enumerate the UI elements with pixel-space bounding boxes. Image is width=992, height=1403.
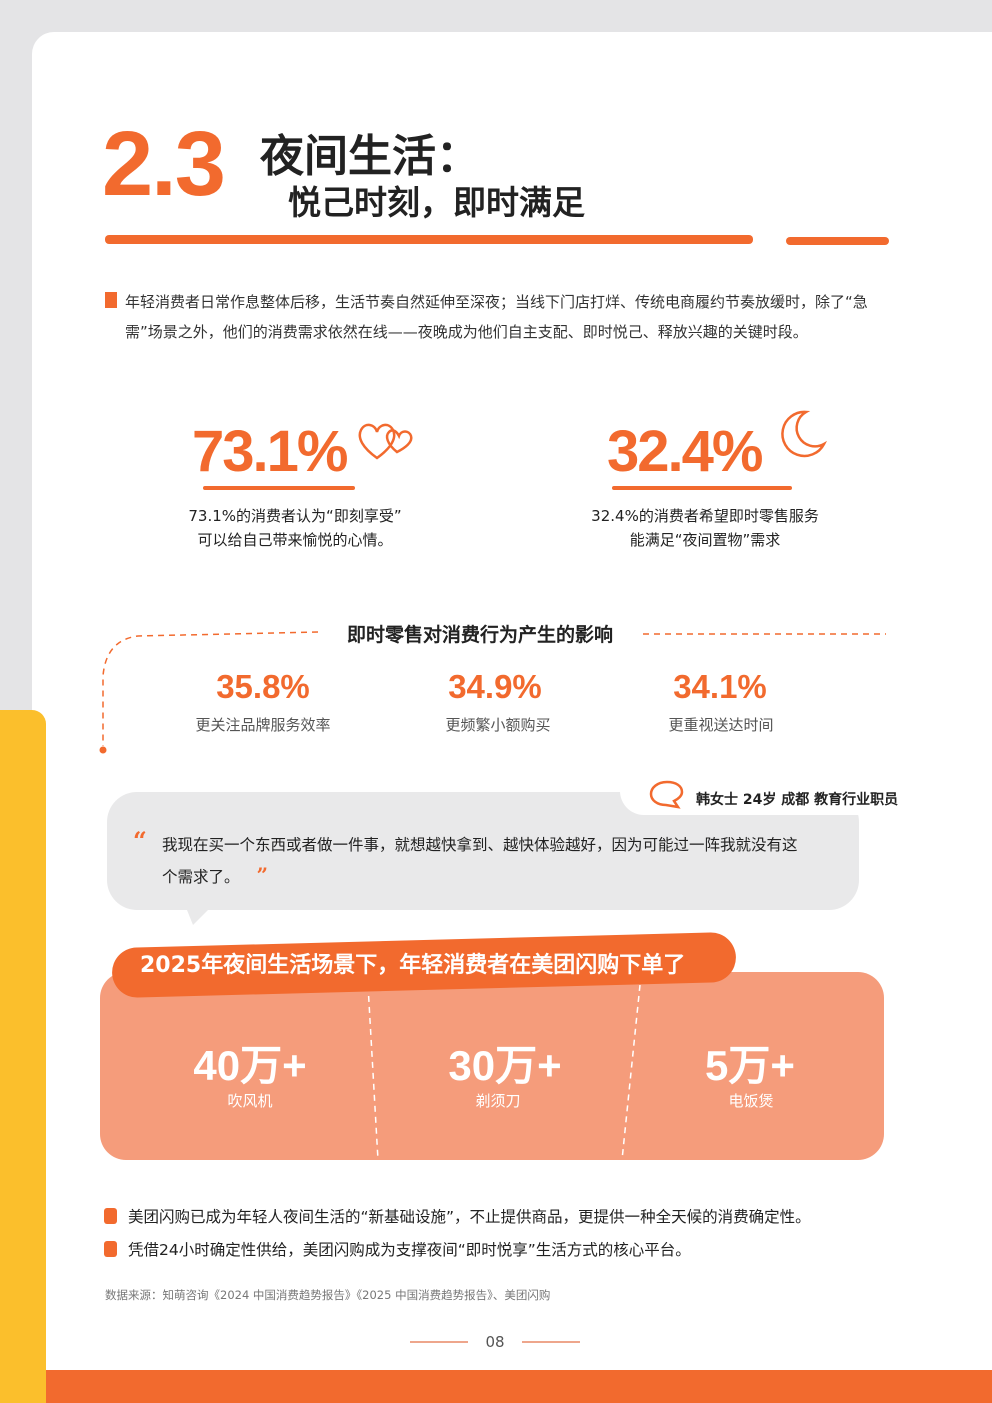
dashed-dividers xyxy=(367,985,641,1160)
bullet-marker xyxy=(104,1208,117,1224)
stat-underline xyxy=(612,486,792,490)
page-subtitle: 悦己时刻，即时满足 xyxy=(288,183,585,222)
orders-title: 2025年夜间生活场景下，年轻消费者在美团闪购下单了 xyxy=(140,953,686,978)
footer-bar xyxy=(46,1370,992,1403)
quote-body: 我现在买一个东西或者做一件事，就想越快拿到、越快体验越好，因为可能过一阵我就没有… xyxy=(162,836,798,886)
order-value: 30万+ xyxy=(448,1042,562,1089)
quote-text: 我现在买一个东西或者做一件事，就想越快拿到、越快体验越好，因为可能过一阵我就没有… xyxy=(162,830,802,892)
bullet-text: 美团闪购已成为年轻人夜间生活的“新基础设施”，不止提供商品，更提供一种全天候的消… xyxy=(128,1208,811,1226)
caption-line: 能满足“夜间置物”需求 xyxy=(629,531,781,549)
intro-marker xyxy=(105,292,117,308)
impact-value: 34.1% xyxy=(673,668,767,705)
page-title: 夜间生活： xyxy=(260,131,480,182)
page-number-rule xyxy=(410,1341,468,1343)
caption-line: 32.4%的消费者希望即时零售服务 xyxy=(591,507,819,525)
close-quote-icon: ” xyxy=(256,863,268,887)
moon-icon xyxy=(781,410,828,458)
page-number: 08 xyxy=(485,1333,505,1351)
impact-value: 34.9% xyxy=(448,668,542,705)
decorative-yellow-strip xyxy=(0,710,46,1403)
stat-value: 32.4% xyxy=(607,419,763,484)
stat-value: 73.1% xyxy=(192,419,348,484)
quote-speaker: 韩女士 24岁 成都 教育行业职员 xyxy=(696,792,899,808)
order-value: 40万+ xyxy=(193,1042,307,1089)
order-label: 吹风机 xyxy=(227,1092,273,1110)
impact-label: 更频繁小额购买 xyxy=(445,716,551,734)
hearts-icon xyxy=(358,423,413,460)
bubble-tail xyxy=(185,905,213,925)
speech-icon xyxy=(649,780,684,809)
impact-value: 35.8% xyxy=(216,668,310,705)
order-label: 电饭煲 xyxy=(728,1092,774,1110)
order-label: 剃须刀 xyxy=(475,1092,521,1110)
caption-line: 可以给自己带来愉悦的心情。 xyxy=(197,531,393,549)
page-number-rule xyxy=(522,1341,580,1343)
section-number: 2.3 xyxy=(102,113,226,215)
title-rule-short xyxy=(786,237,889,245)
title-rule xyxy=(105,235,753,244)
impact-label: 更重视送达时间 xyxy=(668,716,774,734)
impact-title: 即时零售对消费行为产生的影响 xyxy=(346,624,613,646)
impact-label: 更关注品牌服务效率 xyxy=(195,716,331,734)
data-source: 数据来源：知萌咨询《2024 中国消费趋势报告》《2025 中国消费趋势报告》、… xyxy=(105,1288,551,1302)
intro-paragraph: 年轻消费者日常作息整体后移，生活节奏自然延伸至深夜；当线下门店打烊、传统电商履约… xyxy=(125,293,868,341)
page-card xyxy=(32,32,992,1403)
stat-caption: 73.1%的消费者认为“即刻享受” 可以给自己带来愉悦的心情。 xyxy=(150,504,440,552)
dashed-frame xyxy=(99,631,886,754)
stat-caption: 32.4%的消费者希望即时零售服务 能满足“夜间置物”需求 xyxy=(560,504,850,552)
stat-underline xyxy=(203,486,355,490)
bullet-text: 凭借24小时确定性供给，美团闪购成为支撑夜间“即时悦享”生活方式的核心平台。 xyxy=(128,1241,691,1259)
open-quote-icon: “ xyxy=(133,826,147,855)
caption-line: 73.1%的消费者认为“即刻享受” xyxy=(188,507,402,525)
bullet-marker xyxy=(104,1241,117,1257)
order-value: 5万+ xyxy=(705,1042,795,1089)
orders-panel xyxy=(100,972,884,1160)
